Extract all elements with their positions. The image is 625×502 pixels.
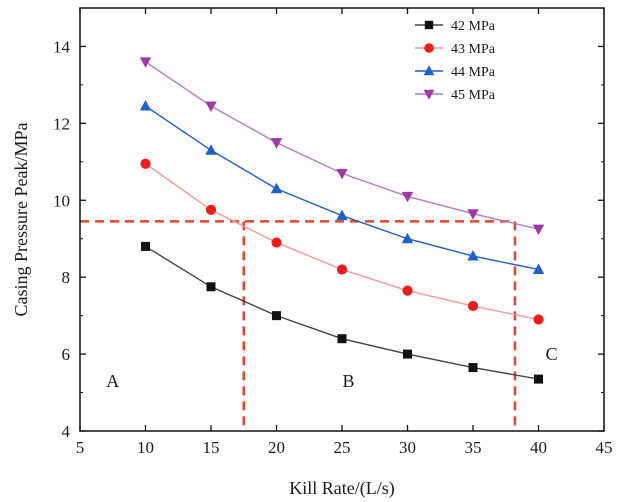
legend-item: 42 MPa: [415, 19, 496, 34]
x-tick-label: 45: [596, 438, 613, 457]
y-tick-label: 6: [62, 345, 71, 364]
y-tick-label: 4: [62, 422, 71, 441]
legend-label: 43 MPa: [451, 42, 496, 57]
data-point: [336, 264, 348, 275]
region-label-b: B: [343, 371, 355, 391]
x-tick-label: 35: [465, 438, 482, 457]
series-42-mpa: [141, 241, 543, 384]
data-point: [532, 263, 545, 274]
legend-marker: [424, 20, 434, 30]
x-tick-label: 30: [399, 438, 416, 457]
series-line: [145, 105, 539, 271]
x-tick-label: 15: [203, 438, 220, 457]
data-point: [205, 144, 217, 155]
y-axis-title: Casing Pressure Peak/MPa: [11, 122, 31, 316]
x-tick-label: 25: [334, 438, 351, 457]
data-point: [402, 285, 413, 296]
y-tick-label: 10: [53, 191, 70, 210]
legend-item: 45 MPa: [415, 88, 496, 103]
legend-marker: [423, 65, 435, 76]
data-point: [139, 57, 152, 68]
series-43-mpa: [140, 158, 544, 325]
series-layer: [139, 57, 545, 384]
y-tick-label: 8: [62, 268, 71, 287]
data-point: [468, 363, 478, 373]
data-point: [467, 300, 479, 312]
reference-lines: [80, 220, 517, 431]
legend: 42 MPa 43 MPa 44 MPa 45 MPa: [415, 19, 496, 103]
data-point: [271, 237, 282, 248]
axis-ticks: 5 10 15 20 25 30 35 40 45 4 6 8 10 12 14: [53, 8, 613, 457]
legend-label: 45 MPa: [451, 88, 496, 103]
series-44-mpa: [139, 100, 545, 274]
data-point: [139, 100, 152, 111]
region-annotations: A B C: [106, 344, 557, 391]
legend-marker: [423, 89, 435, 100]
data-point: [270, 138, 283, 149]
x-tick-label: 10: [137, 438, 154, 457]
region-label-c: C: [546, 344, 558, 364]
x-tick-label: 5: [76, 438, 85, 457]
data-point: [336, 209, 348, 221]
data-point: [532, 224, 545, 236]
data-point: [336, 168, 348, 180]
y-tick-label: 14: [53, 37, 71, 56]
legend-marker: [424, 43, 434, 53]
legend-label: 44 MPa: [451, 65, 496, 80]
y-tick-label: 12: [53, 114, 70, 133]
data-point: [403, 349, 412, 359]
x-axis-title: Kill Rate/(L/s): [289, 478, 394, 499]
data-point: [467, 250, 479, 261]
data-point: [467, 209, 479, 220]
data-point: [337, 334, 347, 344]
region-label-a: A: [106, 371, 119, 391]
data-point: [141, 241, 150, 251]
data-point: [206, 282, 216, 292]
x-tick-label: 20: [268, 438, 285, 457]
data-point: [205, 101, 217, 113]
data-point: [272, 311, 281, 321]
data-point: [401, 191, 414, 203]
x-tick-label: 40: [530, 438, 547, 457]
legend-item: 44 MPa: [415, 65, 496, 80]
series-45-mpa: [139, 57, 545, 236]
data-point: [401, 232, 414, 244]
series-line: [145, 163, 539, 321]
data-point: [534, 374, 543, 384]
data-point: [270, 182, 283, 194]
data-point: [205, 204, 217, 215]
data-point: [140, 158, 151, 169]
legend-item: 43 MPa: [415, 42, 496, 57]
data-point: [533, 314, 544, 325]
legend-label: 42 MPa: [451, 19, 496, 34]
